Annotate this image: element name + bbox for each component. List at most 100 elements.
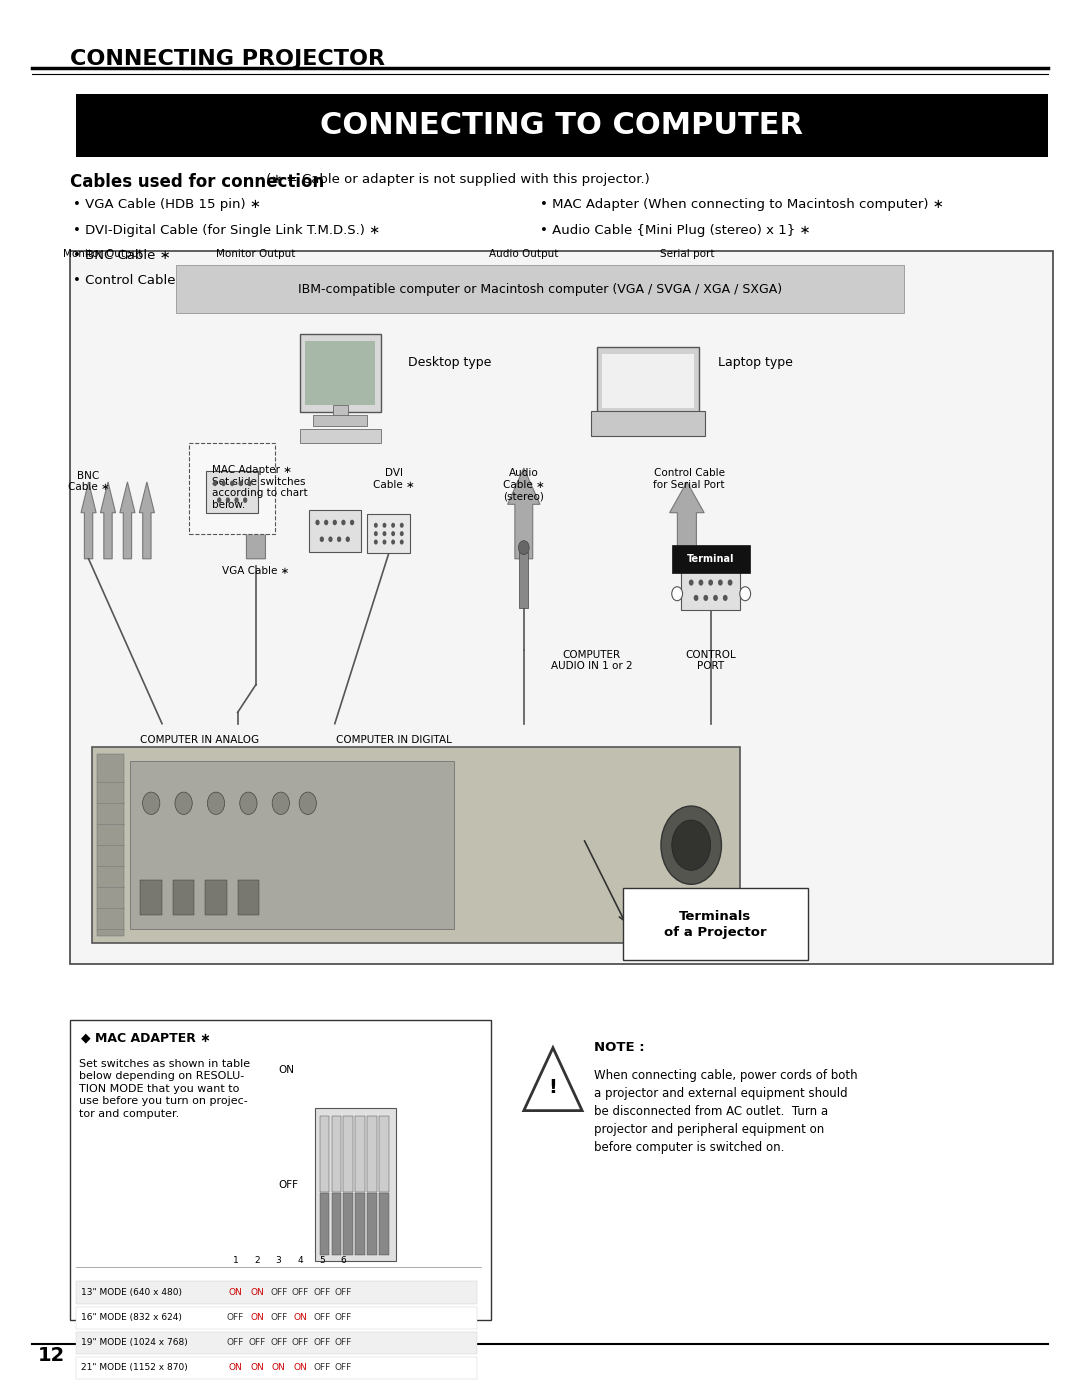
Bar xyxy=(343,1115,353,1193)
Circle shape xyxy=(661,806,721,884)
Text: Audio Output: Audio Output xyxy=(489,249,558,258)
Text: ON: ON xyxy=(294,1363,307,1372)
Text: OFF: OFF xyxy=(335,1363,352,1372)
Text: OFF: OFF xyxy=(313,1313,330,1322)
Bar xyxy=(332,1115,341,1193)
Circle shape xyxy=(243,497,247,503)
Bar xyxy=(70,1020,491,1320)
Bar xyxy=(313,415,366,426)
Bar xyxy=(333,405,348,419)
Circle shape xyxy=(350,520,354,525)
Bar xyxy=(343,1193,353,1255)
Circle shape xyxy=(221,481,226,486)
Circle shape xyxy=(391,531,395,536)
Polygon shape xyxy=(120,482,135,559)
Circle shape xyxy=(175,792,192,814)
Circle shape xyxy=(382,539,387,545)
Circle shape xyxy=(247,481,252,486)
Text: 6: 6 xyxy=(340,1256,347,1264)
Text: OFF: OFF xyxy=(292,1338,309,1347)
Bar xyxy=(603,353,693,408)
Bar xyxy=(70,251,1053,964)
Text: Control Cable
for Serial Port: Control Cable for Serial Port xyxy=(653,468,725,489)
Text: Monitor Output: Monitor Output xyxy=(63,249,143,258)
Text: IBM-compatible computer or Macintosh computer (VGA / SVGA / XGA / SXGA): IBM-compatible computer or Macintosh com… xyxy=(298,282,782,296)
Circle shape xyxy=(713,595,718,601)
Bar xyxy=(306,341,376,405)
Text: !: ! xyxy=(549,1078,557,1097)
Bar xyxy=(379,1115,389,1193)
Polygon shape xyxy=(81,482,96,559)
Circle shape xyxy=(272,792,289,814)
Circle shape xyxy=(728,580,732,585)
Text: 4: 4 xyxy=(297,1256,303,1264)
Bar xyxy=(205,880,227,915)
Text: 2: 2 xyxy=(254,1256,260,1264)
Circle shape xyxy=(400,531,404,536)
Bar xyxy=(367,1193,377,1255)
Circle shape xyxy=(315,520,320,525)
Text: Terminals
of a Projector: Terminals of a Projector xyxy=(663,911,767,939)
Text: OFF: OFF xyxy=(270,1338,287,1347)
Text: MAC Adapter ∗
Set slide switches
according to chart
below.: MAC Adapter ∗ Set slide switches accordi… xyxy=(212,465,308,510)
Text: Serial port: Serial port xyxy=(660,249,714,258)
Text: ON: ON xyxy=(272,1363,285,1372)
Text: 1: 1 xyxy=(232,1256,239,1264)
Text: COMPUTER IN DIGITAL: COMPUTER IN DIGITAL xyxy=(336,735,453,746)
Text: OFF: OFF xyxy=(227,1313,244,1322)
Text: Cables used for connection: Cables used for connection xyxy=(70,173,324,191)
Bar xyxy=(332,1193,341,1255)
Text: OFF: OFF xyxy=(248,1338,266,1347)
Text: ON: ON xyxy=(279,1065,295,1074)
Circle shape xyxy=(230,481,234,486)
Text: Terminal: Terminal xyxy=(687,553,734,564)
Circle shape xyxy=(337,536,341,542)
Bar xyxy=(367,1115,377,1193)
Circle shape xyxy=(213,481,217,486)
Text: DVI
Cable ∗: DVI Cable ∗ xyxy=(374,468,415,489)
Bar xyxy=(238,880,259,915)
Text: (∗ = Cable or adapter is not supplied with this projector.): (∗ = Cable or adapter is not supplied wi… xyxy=(262,173,650,186)
Circle shape xyxy=(374,539,378,545)
Text: Monitor Output: Monitor Output xyxy=(216,249,296,258)
Text: • DVI-Digital Cable (for Single Link T.M.D.S.) ∗: • DVI-Digital Cable (for Single Link T.M… xyxy=(73,224,380,236)
Bar xyxy=(355,1115,365,1193)
Circle shape xyxy=(207,792,225,814)
Circle shape xyxy=(708,580,713,585)
Circle shape xyxy=(320,536,324,542)
Text: OFF: OFF xyxy=(270,1313,287,1322)
Polygon shape xyxy=(508,468,540,559)
Bar xyxy=(592,411,704,436)
Text: When connecting cable, power cords of both
a projector and external equipment sh: When connecting cable, power cords of bo… xyxy=(594,1069,858,1154)
Circle shape xyxy=(333,520,337,525)
Circle shape xyxy=(239,481,243,486)
FancyBboxPatch shape xyxy=(176,265,904,313)
Circle shape xyxy=(391,522,395,528)
Bar xyxy=(97,754,124,936)
Text: • MAC Adapter (When connecting to Macintosh computer) ∗: • MAC Adapter (When connecting to Macint… xyxy=(540,198,944,211)
Text: ON: ON xyxy=(229,1288,242,1296)
Bar xyxy=(173,880,194,915)
Text: • Audio Cable {Mini Plug (stereo) x 1} ∗: • Audio Cable {Mini Plug (stereo) x 1} ∗ xyxy=(540,224,811,236)
Text: OFF: OFF xyxy=(292,1288,309,1296)
Circle shape xyxy=(374,531,378,536)
Text: • VGA Cable (HDB 15 pin) ∗: • VGA Cable (HDB 15 pin) ∗ xyxy=(73,198,261,211)
Bar xyxy=(300,334,381,412)
Text: Laptop type: Laptop type xyxy=(718,356,793,369)
Text: COMPUTER
AUDIO IN 1 or 2: COMPUTER AUDIO IN 1 or 2 xyxy=(551,650,633,671)
Text: 12: 12 xyxy=(38,1345,65,1365)
Circle shape xyxy=(234,497,239,503)
Text: 16" MODE (832 x 624): 16" MODE (832 x 624) xyxy=(81,1313,181,1322)
Circle shape xyxy=(391,539,395,545)
Text: Set switches as shown in table
below depending on RESOLU-
TION MODE that you wan: Set switches as shown in table below dep… xyxy=(79,1059,249,1119)
Text: CONTROL
PORT: CONTROL PORT xyxy=(686,650,735,671)
Text: OFF: OFF xyxy=(335,1313,352,1322)
Polygon shape xyxy=(139,482,154,559)
Text: ON: ON xyxy=(251,1363,264,1372)
Bar xyxy=(92,747,740,943)
Text: OFF: OFF xyxy=(227,1338,244,1347)
Bar xyxy=(189,443,275,534)
Polygon shape xyxy=(670,482,704,559)
Circle shape xyxy=(689,580,693,585)
Circle shape xyxy=(324,520,328,525)
